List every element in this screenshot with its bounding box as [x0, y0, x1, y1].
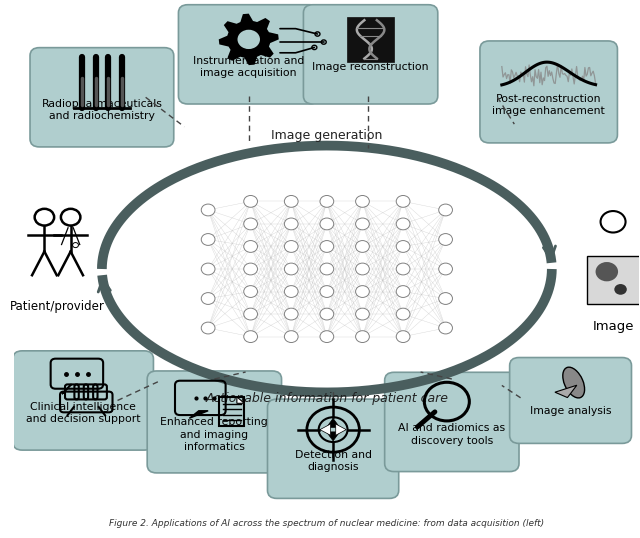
Text: Image reconstruction: Image reconstruction [312, 62, 429, 72]
Polygon shape [555, 385, 577, 398]
Circle shape [244, 218, 257, 230]
Circle shape [438, 322, 452, 334]
Circle shape [244, 240, 257, 252]
Circle shape [284, 331, 298, 343]
Polygon shape [219, 13, 279, 65]
Text: Image analysis: Image analysis [530, 406, 611, 416]
Circle shape [596, 262, 618, 281]
Circle shape [356, 263, 369, 275]
FancyBboxPatch shape [347, 17, 394, 62]
Circle shape [396, 331, 410, 343]
Circle shape [438, 293, 452, 305]
Circle shape [356, 218, 369, 230]
FancyBboxPatch shape [179, 5, 319, 104]
Circle shape [320, 195, 333, 207]
Circle shape [356, 331, 369, 343]
Circle shape [237, 30, 260, 49]
Text: Radiopharmaceuticals
and radiochemistry: Radiopharmaceuticals and radiochemistry [42, 98, 163, 121]
FancyBboxPatch shape [268, 399, 399, 498]
Text: AI and radiomics as
discovery tools: AI and radiomics as discovery tools [398, 423, 506, 445]
Polygon shape [336, 424, 346, 435]
FancyBboxPatch shape [480, 41, 618, 143]
Text: Clinical intelligence
and decision support: Clinical intelligence and decision suppo… [26, 402, 140, 424]
Circle shape [614, 284, 627, 295]
Circle shape [201, 204, 215, 216]
Polygon shape [237, 397, 244, 404]
FancyBboxPatch shape [587, 256, 640, 304]
Circle shape [320, 331, 333, 343]
FancyBboxPatch shape [147, 371, 282, 473]
Circle shape [320, 308, 333, 320]
Circle shape [396, 286, 410, 298]
Text: Figure 2. Applications of AI across the spectrum of nuclear medicine: from data : Figure 2. Applications of AI across the … [109, 519, 545, 528]
Circle shape [244, 195, 257, 207]
Circle shape [201, 293, 215, 305]
Ellipse shape [563, 367, 584, 398]
Text: Post-reconstruction
image enhancement: Post-reconstruction image enhancement [492, 94, 605, 116]
FancyBboxPatch shape [13, 351, 154, 450]
Circle shape [244, 286, 257, 298]
FancyBboxPatch shape [385, 372, 519, 472]
Polygon shape [326, 432, 340, 441]
Circle shape [396, 240, 410, 252]
FancyBboxPatch shape [303, 5, 438, 104]
Polygon shape [189, 411, 208, 418]
Circle shape [356, 240, 369, 252]
Text: Patient/provider: Patient/provider [10, 300, 104, 313]
Text: Image: Image [592, 320, 634, 333]
Circle shape [438, 204, 452, 216]
Circle shape [320, 240, 333, 252]
Polygon shape [320, 424, 330, 435]
Circle shape [201, 322, 215, 334]
Circle shape [284, 240, 298, 252]
Circle shape [284, 195, 298, 207]
Polygon shape [62, 385, 72, 394]
Text: Actionable information for patient care: Actionable information for patient care [205, 392, 449, 405]
Circle shape [284, 286, 298, 298]
Circle shape [438, 233, 452, 245]
Circle shape [320, 286, 333, 298]
Circle shape [396, 218, 410, 230]
FancyBboxPatch shape [30, 48, 173, 147]
Circle shape [396, 263, 410, 275]
Text: Image generation: Image generation [271, 130, 383, 143]
Circle shape [244, 308, 257, 320]
Circle shape [284, 218, 298, 230]
FancyBboxPatch shape [509, 358, 632, 443]
Circle shape [284, 263, 298, 275]
Circle shape [438, 263, 452, 275]
Circle shape [201, 233, 215, 245]
Circle shape [244, 263, 257, 275]
Circle shape [320, 218, 333, 230]
Circle shape [284, 308, 298, 320]
Circle shape [320, 263, 333, 275]
Polygon shape [326, 419, 340, 427]
Circle shape [201, 263, 215, 275]
Circle shape [356, 195, 369, 207]
Text: Detection and
diagnosis: Detection and diagnosis [294, 450, 372, 472]
Text: Instrumentation and
image acquisition: Instrumentation and image acquisition [193, 55, 305, 78]
Circle shape [356, 308, 369, 320]
Text: Enhanced reporting
and imaging
informatics: Enhanced reporting and imaging informati… [161, 417, 268, 452]
Circle shape [356, 286, 369, 298]
Circle shape [396, 195, 410, 207]
Circle shape [244, 331, 257, 343]
Circle shape [396, 308, 410, 320]
